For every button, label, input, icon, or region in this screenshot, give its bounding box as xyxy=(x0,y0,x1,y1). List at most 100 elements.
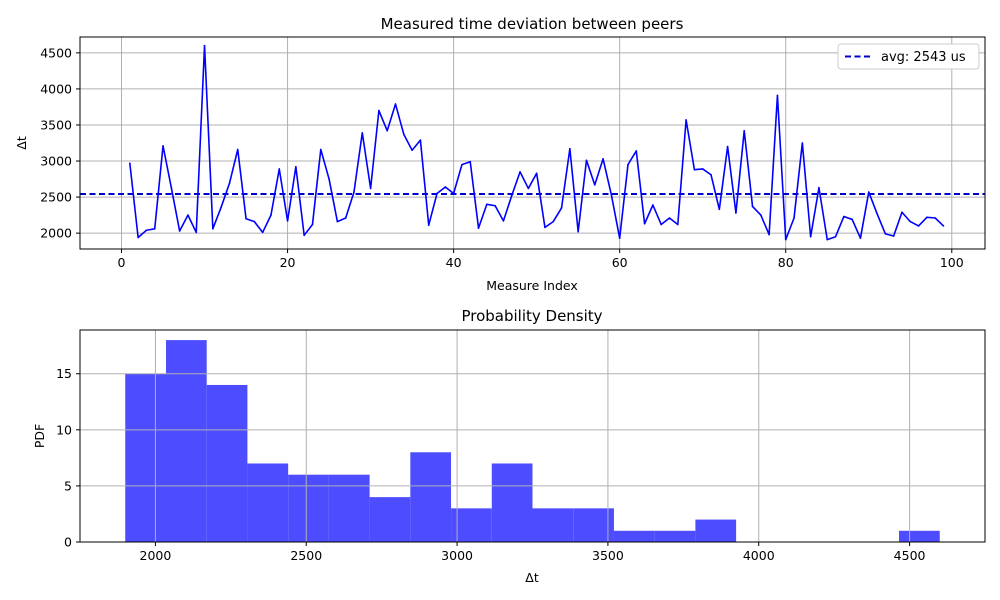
histogram-bar xyxy=(369,497,411,542)
histogram-bar xyxy=(125,373,166,542)
data-point xyxy=(668,217,671,219)
data-point xyxy=(444,186,447,188)
data-point xyxy=(427,224,430,226)
histogram-y-axis-label: PDF xyxy=(32,424,47,448)
line-chart-y-axis-label: Δt xyxy=(14,136,29,150)
line-chart-grid xyxy=(80,37,985,249)
data-point xyxy=(336,220,339,223)
data-point xyxy=(411,149,413,152)
y-tick-label: 2500 xyxy=(40,190,72,205)
x-tick-label: 100 xyxy=(940,255,964,270)
data-point xyxy=(162,145,164,147)
data-point xyxy=(344,217,347,219)
data-point xyxy=(386,129,389,132)
x-tick-label: 2500 xyxy=(290,548,322,563)
data-point xyxy=(502,220,505,222)
histogram-bar xyxy=(206,384,248,542)
data-point xyxy=(461,163,463,166)
histogram-x-ticks: 2000 2500 3000 3500 4000 4500 xyxy=(140,542,926,563)
data-point xyxy=(403,133,405,136)
line-chart-title: Measured time deviation between peers xyxy=(381,15,684,33)
data-point xyxy=(876,212,878,215)
data-point xyxy=(701,168,704,170)
histogram-bar xyxy=(613,530,655,542)
data-point xyxy=(560,207,563,209)
data-point xyxy=(710,173,712,176)
histogram-chart: 2000 2500 3000 3500 4000 4500 0 5 10 15 Probabil… xyxy=(32,307,986,585)
data-point xyxy=(801,142,804,144)
line-chart-plot-area xyxy=(80,37,985,249)
data-point xyxy=(220,206,222,208)
data-point xyxy=(851,218,853,221)
histogram-bar xyxy=(288,474,329,542)
data-point xyxy=(544,226,546,229)
data-point xyxy=(585,159,588,162)
data-point xyxy=(419,139,422,141)
data-point xyxy=(942,225,945,227)
histogram-bar xyxy=(491,463,533,542)
data-point xyxy=(328,178,330,180)
data-point xyxy=(793,217,795,219)
line-chart: 0 20 40 60 80 100 2000 2500 3000 3500 4000 4500 Me… xyxy=(14,15,986,293)
data-point xyxy=(436,192,438,195)
histogram-frame xyxy=(79,329,986,543)
data-point xyxy=(353,191,355,193)
histogram-title: Probability Density xyxy=(461,307,602,325)
data-point xyxy=(809,235,812,238)
measurement-points xyxy=(129,44,945,241)
legend: avg: 2543 us xyxy=(837,43,980,70)
data-point xyxy=(286,220,289,222)
data-point xyxy=(776,94,779,97)
data-point xyxy=(535,172,538,175)
data-point xyxy=(726,145,729,148)
data-point xyxy=(818,186,820,189)
data-point xyxy=(751,205,754,208)
data-point xyxy=(452,192,455,195)
histogram-bar xyxy=(899,530,940,542)
data-point xyxy=(743,129,746,132)
data-point xyxy=(834,235,837,238)
histogram-bar xyxy=(573,508,614,542)
y-tick-label: 5 xyxy=(64,478,72,493)
data-point xyxy=(153,228,156,230)
data-point xyxy=(618,237,621,239)
data-point xyxy=(178,230,181,232)
data-point xyxy=(494,204,496,207)
legend-label-average: avg: 2543 us xyxy=(881,50,966,65)
line-chart-x-ticks: 0 20 40 60 80 100 xyxy=(118,249,964,270)
data-point xyxy=(569,147,571,150)
data-point xyxy=(602,158,604,160)
x-tick-label: 4000 xyxy=(743,548,775,563)
y-tick-label: 2000 xyxy=(40,226,72,241)
data-point xyxy=(378,109,380,112)
data-point xyxy=(627,163,629,166)
data-point xyxy=(643,222,646,225)
histogram-bar xyxy=(410,452,452,542)
y-tick-label: 0 xyxy=(64,535,72,550)
x-tick-label: 20 xyxy=(280,255,296,270)
histogram-bar xyxy=(165,340,207,542)
histogram-x-axis-label: Δt xyxy=(525,570,539,585)
histogram-bar xyxy=(247,463,289,542)
data-point xyxy=(867,191,870,193)
data-point xyxy=(843,215,845,218)
data-point xyxy=(270,214,272,216)
data-point xyxy=(361,132,364,134)
data-point xyxy=(228,182,231,185)
data-point xyxy=(527,187,530,190)
y-tick-label: 15 xyxy=(56,366,72,381)
data-point xyxy=(660,223,662,226)
x-tick-label: 2000 xyxy=(140,548,172,563)
data-point xyxy=(760,214,762,216)
data-point xyxy=(677,223,679,226)
histogram-bar xyxy=(451,508,492,542)
line-chart-frame xyxy=(79,36,986,250)
x-tick-label: 3500 xyxy=(592,548,624,563)
y-tick-label: 4000 xyxy=(40,81,72,96)
data-point xyxy=(261,231,264,234)
data-point xyxy=(145,229,148,232)
data-point xyxy=(884,233,887,235)
x-tick-label: 60 xyxy=(612,255,628,270)
x-tick-label: 40 xyxy=(446,255,462,270)
data-point xyxy=(278,168,281,170)
